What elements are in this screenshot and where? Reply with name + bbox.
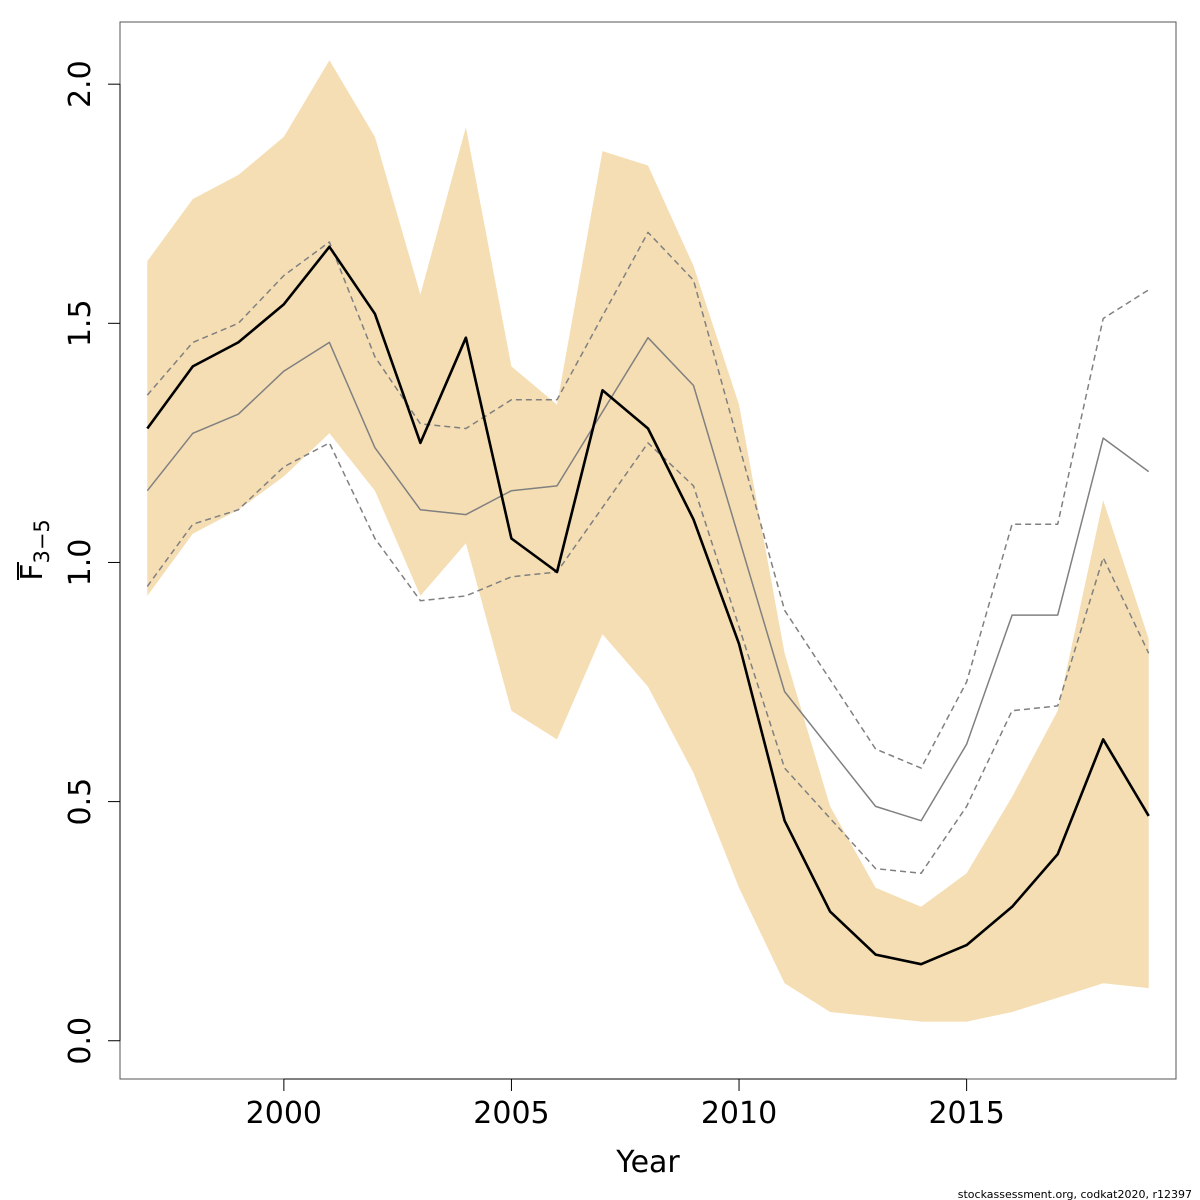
confidence-band-layer xyxy=(147,60,1149,1022)
y-axis: 0.0 0.5 1.0 1.5 2.0 xyxy=(63,60,121,1065)
series-line-previous-lower xyxy=(146,442,1150,875)
y-tick-label: 1.0 xyxy=(63,539,98,587)
x-tick-label: 2015 xyxy=(928,1096,1004,1131)
y-axis-title-main: F xyxy=(15,564,50,581)
series-lines-layer xyxy=(146,231,1150,966)
x-tick-label: 2005 xyxy=(473,1096,549,1131)
y-tick-label: 0.0 xyxy=(63,1017,98,1065)
y-tick-label: 2.0 xyxy=(63,60,98,108)
y-tick-label: 1.5 xyxy=(63,299,98,347)
series-line-previous-upper xyxy=(146,231,1150,769)
credit-text: stockassessment.org, codkat2020, r12397 xyxy=(958,1188,1192,1200)
series-line-previous xyxy=(146,336,1150,822)
svg-text:F3−5: F3−5 xyxy=(15,519,54,581)
x-axis: 2000 2005 2010 2015 xyxy=(246,1078,1005,1131)
x-axis-title: Year xyxy=(615,1145,680,1180)
confidence-band xyxy=(147,60,1149,1022)
y-tick-label: 0.5 xyxy=(63,778,98,826)
y-axis-title: F3−5 xyxy=(15,519,54,581)
x-tick-label: 2000 xyxy=(246,1096,322,1131)
x-tick-label: 2010 xyxy=(701,1096,777,1131)
y-axis-title-subscript: 3−5 xyxy=(30,519,54,563)
series-line-estimate xyxy=(146,245,1150,966)
